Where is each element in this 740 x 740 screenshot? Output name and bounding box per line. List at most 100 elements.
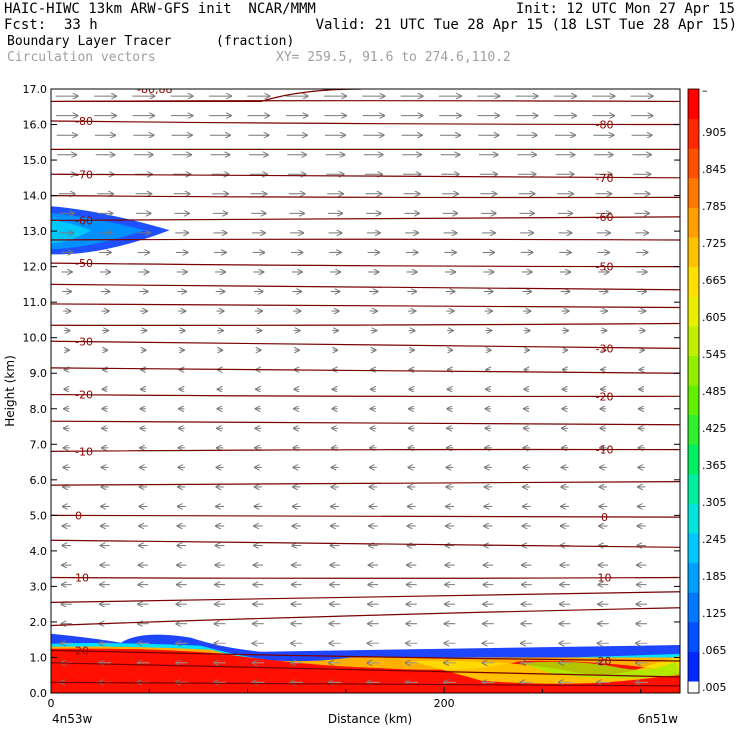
colorbar-tick-label: .005 (702, 681, 727, 694)
colorbar-swatch (688, 444, 699, 475)
colorbar-frame (687, 88, 700, 694)
temperature-contour-label-left: 0 (75, 509, 82, 522)
colorbar-swatch (688, 325, 699, 356)
y-tick-label: 11.0 (23, 296, 48, 309)
header-line1-left: HAIC-HIWC 13km ARW-GFS init NCAR/MMM (4, 1, 316, 17)
temperature-contour-line (51, 322, 680, 326)
temperature-contour-label-left: -10 (75, 445, 93, 458)
colorbar-tick-label: .665 (702, 274, 727, 287)
y-tick-label: 0.0 (30, 687, 48, 700)
colorbar-swatch (688, 473, 699, 504)
temperature-contour-line (51, 448, 680, 452)
colorbar-tick-label: .905 (702, 126, 727, 139)
colorbar-tick-label: .725 (702, 237, 727, 250)
temperature-contour-line (51, 89, 362, 103)
colorbar-tick-label: .185 (702, 570, 727, 583)
y-tick-label: 16.0 (23, 119, 48, 132)
temperature-contour-label-left: -50 (75, 257, 93, 270)
header-valid: Valid: 21 UTC Tue 28 Apr 15 (18 LST Tue … (315, 17, 737, 33)
temperature-contour-label-left: -30 (75, 335, 93, 348)
y-tick-label: 5.0 (30, 509, 48, 522)
y-tick-label: 17.0 (23, 83, 48, 96)
temperature-contour-line (51, 283, 680, 291)
xy-label: XY= 259.5, 91.6 to 274.6,110.2 (276, 50, 511, 65)
y-tick-label: 12.0 (23, 261, 48, 274)
colorbar-top-label: – (702, 84, 708, 97)
colorbar-swatch (688, 118, 699, 149)
circulation-vector-layer (55, 96, 653, 682)
temperature-contour-label-left: 10 (75, 572, 89, 585)
field-name: Boundary Layer Tracer (7, 34, 172, 49)
colorbar-tick-label: .785 (702, 200, 727, 213)
colorbar-swatch (688, 148, 699, 179)
temperature-contour-line (51, 514, 680, 518)
x-axis-title: Distance (km) (328, 712, 412, 726)
y-tick-label: 9.0 (30, 367, 48, 380)
colorbar-swatch (688, 592, 699, 623)
temperature-contour-label-right: 20 (598, 655, 612, 668)
temperature-contour-label-left: 20 (75, 644, 89, 657)
colorbar-swatch (688, 207, 699, 238)
colorbar-tick-label: .545 (702, 348, 727, 361)
temperature-contour-line (51, 303, 680, 309)
colorbar-swatch (688, 237, 699, 268)
temperature-contour-label-top: -80,88 (137, 83, 172, 96)
y-axis-title: Height (km) (3, 355, 17, 426)
temperature-contour-label-right: 10 (598, 572, 612, 585)
colorbar-tick-label: .845 (702, 163, 727, 176)
y-tick-label: 3.0 (30, 580, 48, 593)
temperature-contour-label-right: -20 (596, 390, 614, 403)
colorbar: .005 .065 .125 .185 .245 .305 .365 .425 .485 .545… (687, 84, 727, 694)
colorbar-swatch (688, 503, 699, 534)
plot-frame (50, 88, 681, 694)
temperature-contour-label-left: -20 (75, 389, 93, 402)
temperature-contour-line (51, 662, 680, 678)
temperature-contour-line (51, 238, 680, 241)
temperature-contour-label-left: -80 (75, 115, 93, 128)
colorbar-swatch (688, 562, 699, 593)
colorbar-tick-label: .605 (702, 311, 727, 324)
y-tick-label: 7.0 (30, 438, 48, 451)
field-units: (fraction) (216, 34, 295, 49)
temperature-contour-label-left: -70 (75, 168, 93, 181)
axis-layer: 0.0 1.0 2.0 3.0 4.0 5.0 6.0 7.0 8.0 9.0 10.0 11.0 12… (23, 83, 680, 710)
temperature-contour-line (51, 194, 680, 199)
temperature-contour-line (51, 576, 680, 579)
temperature-contour-line (51, 539, 680, 548)
x-tick-label: 200 (434, 697, 455, 710)
y-tick-label: 4.0 (30, 545, 48, 558)
temperature-contour-label-right: -10 (596, 444, 614, 457)
colorbar-swatch (688, 651, 699, 682)
temperature-contour-layer: 20 20 10 10 0 0 -10 -10 -20 -20 -30 -30 -50 -50 -60 -60… (51, 83, 680, 687)
temperature-contour-line (51, 649, 680, 662)
y-tick-label: 8.0 (30, 403, 48, 416)
temperature-contour-label-left: -60 (75, 214, 93, 227)
y-tick-label: 15.0 (23, 154, 48, 167)
temperature-contour-line (51, 393, 680, 398)
temperature-contour-label-right: -60 (596, 211, 614, 224)
colorbar-tick-label: .425 (702, 422, 727, 435)
colorbar-swatch (688, 355, 699, 386)
colorbar-tick-label: .365 (702, 459, 727, 472)
colorbar-tick-label: .245 (702, 533, 727, 546)
colorbar-swatch (688, 621, 699, 652)
colorbar-swatch (688, 266, 699, 297)
temperature-contour-line (51, 216, 680, 222)
vector-label: Circulation vectors (7, 50, 156, 65)
temperature-contour-line (51, 340, 680, 349)
y-tick-label: 13.0 (23, 225, 48, 238)
colorbar-swatch (688, 414, 699, 445)
colorbar-tick-label: .125 (702, 607, 727, 620)
temperature-contour-line (51, 420, 680, 426)
colorbar-swatch (688, 533, 699, 564)
temperature-contour-label-right: -80 (596, 119, 614, 132)
colorbar-swatch (688, 385, 699, 416)
temperature-contour-label-right: -30 (596, 342, 614, 355)
colorbar-swatch (688, 296, 699, 327)
x-left-endpoint: 4n53w (52, 712, 93, 726)
temperature-contour-line (51, 262, 680, 268)
temperature-contour-line (51, 607, 680, 627)
colorbar-tick-label: .065 (702, 644, 727, 657)
colorbar-swatch (687, 680, 700, 694)
